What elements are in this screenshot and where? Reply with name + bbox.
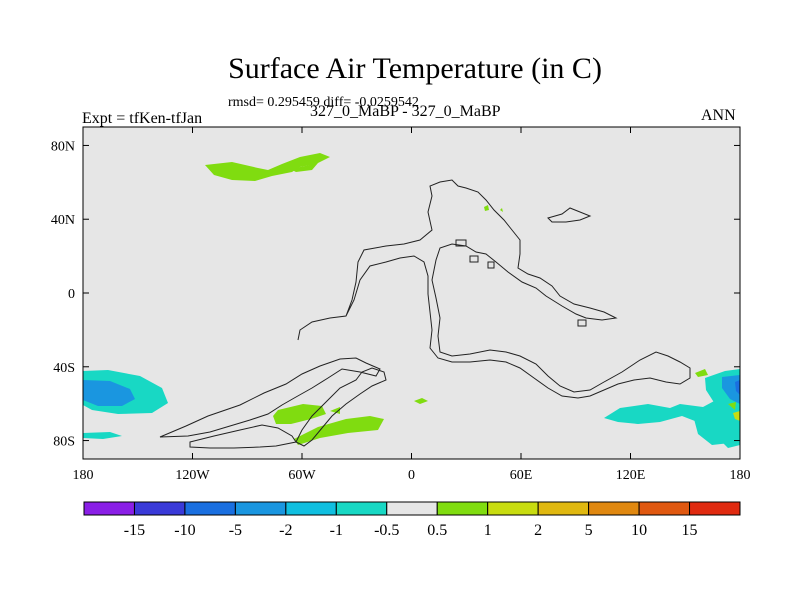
region-east-yellow [733,411,740,421]
colorbar-label: 1 [484,522,492,539]
outline-island-a [455,239,467,247]
x-tick-label: 120W [175,468,210,483]
colorbar-label: 15 [682,522,698,539]
outline-island-b [469,255,479,263]
colorbar-swatch [487,501,539,516]
experiment-label: Expt = tfKen-tfJan [82,110,203,127]
colorbar-label: -15 [124,522,145,539]
outline-island-c [487,261,495,269]
colorbar-label: 10 [631,522,647,539]
outline-island-d [577,319,587,327]
colorbar-label: -0.5 [374,522,399,539]
colorbar-label: 2 [534,522,542,539]
region-southern-ocean-east [604,400,740,448]
colorbar-label: -2 [279,522,292,539]
x-tick-label: 120E [616,468,646,483]
region-north-atlantic-arctic [205,153,330,181]
colorbar-label: 0.5 [427,522,447,539]
colorbar-swatch [386,501,438,516]
colorbar-swatch [436,501,489,516]
stats-text: rmsd= 0.295459 diff= -0.0259542 [228,95,419,110]
outline-east-peninsula [547,207,592,223]
region-north-atlantic-arctic-b [290,163,318,172]
colorbar-swatch [335,501,388,516]
colorbar-swatch [638,501,691,516]
colorbar-swatch [537,501,590,516]
x-tick-label: 60E [510,468,533,483]
colorbar-swatch [83,501,135,516]
colorbar-swatch [133,501,186,516]
colorbar-label: -5 [229,522,242,539]
colorbar-swatch [689,501,741,516]
region-southern-pacific-west-b [83,432,122,439]
colorbar: -15 -10 -5 -2 -1 -0.5 0.5 1 2 5 10 15 [83,501,741,539]
colorbar-swatch [588,501,640,516]
x-tick-label: 0 [408,468,415,483]
region-southern-ocean-south-atlantic [294,416,384,445]
colorbar-label: 5 [585,522,593,539]
anomaly-regions [83,153,740,448]
colorbar-swatch [184,501,236,516]
chart-title: Surface Air Temperature (in C) [228,52,602,85]
y-tick-label: 80S [53,435,75,450]
region-south-atlantic-c [414,398,428,404]
map-axes: 180 120W 60W 0 60E 120E 180 80N 40N 0 40S 80S [51,127,751,483]
x-tick-label: 180 [73,468,94,483]
region-east-green-b [728,402,736,410]
region-australia-east-green [695,369,708,377]
region-north-africa-dot [484,205,489,211]
x-tick-label: 180 [730,468,751,483]
region-southern-pacific-east-deep [735,380,740,395]
season-label: ANN [701,107,736,124]
outline-southern-chain [295,367,387,447]
colorbar-swatch [234,501,287,516]
region-south-atlantic-a [273,404,326,424]
y-tick-label: 40S [53,361,75,376]
region-south-atlantic-b [330,407,340,414]
y-tick-label: 0 [68,287,75,302]
outline-south-america-arm [159,357,381,438]
colorbar-swatch [285,501,337,516]
region-southern-ocean-east-b [694,419,730,445]
x-tick-label: 60W [288,468,316,483]
map-background [83,127,740,459]
y-tick-label: 40N [51,213,75,228]
colorbar-label: -1 [330,522,343,539]
outline-central-landmass [297,179,691,399]
colorbar-label: -10 [174,522,195,539]
region-north-africa-dot-b [500,208,503,212]
chart-subtitle: 327_0_MaBP - 327_0_MaBP [310,103,501,120]
y-tick-label: 80N [51,139,75,154]
region-southern-pacific-west-core [83,380,135,406]
continent-outlines [159,179,691,449]
